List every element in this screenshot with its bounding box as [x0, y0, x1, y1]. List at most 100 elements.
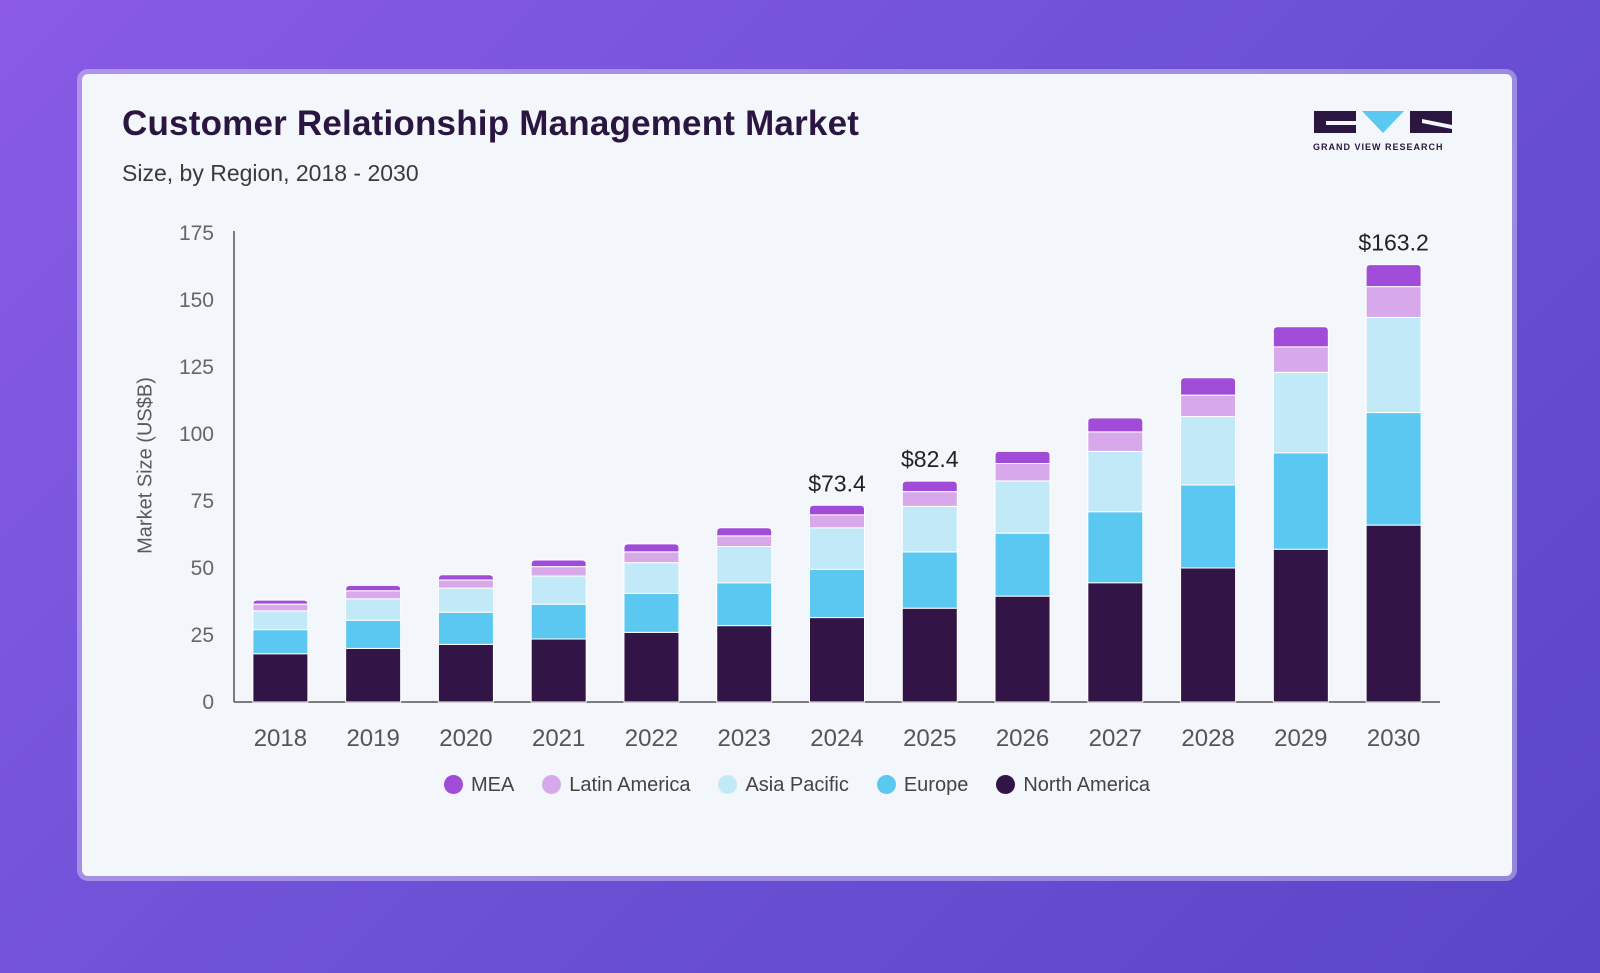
total-data-label: $82.4: [901, 446, 959, 472]
bar-segment-mea-2027: [1087, 417, 1144, 433]
x-tick-label: 2020: [439, 725, 492, 752]
bar-segment-europe-2019: [345, 619, 402, 649]
bar-segment-europe-2018: [252, 629, 309, 655]
bar-segment-asia-pacific-2024: [809, 527, 865, 570]
bar-segment-north-america-2025: [901, 607, 958, 703]
bar-segment-north-america-2024: [809, 617, 865, 703]
bar-segment-europe-2025: [901, 551, 958, 609]
bar-segment-asia-pacific-2022: [623, 562, 680, 594]
x-tick-label: 2024: [810, 725, 863, 752]
legend-swatch: [876, 775, 896, 794]
bar-segment-latin-america-2029: [1272, 346, 1329, 373]
bar-segment-latin-america-2023: [716, 535, 773, 548]
stacked-bar-chart: 0 25 50 75 100 125 150 175 2018 2019 2020 2021 2022 2…: [179, 222, 1440, 752]
bar-segment-mea-2025: [901, 480, 958, 493]
legend-item-latin-america: Latin America: [542, 774, 690, 797]
bar-segment-asia-pacific-2021: [530, 575, 587, 605]
x-tick-label: 2019: [346, 725, 399, 752]
legend-label: MEA: [470, 774, 515, 796]
x-tick-label: 2027: [1089, 725, 1142, 752]
x-tick-label: 2025: [903, 725, 956, 752]
y-tick-label: 175: [179, 222, 214, 245]
bar-segment-latin-america-2022: [623, 551, 680, 564]
bar-segment-mea-2026: [994, 450, 1051, 464]
bar-segment-asia-pacific-2025: [901, 505, 958, 553]
legend-item-mea: MEA: [443, 774, 515, 797]
legend-label: North America: [1023, 774, 1151, 796]
bar-segment-latin-america-2030: [1365, 286, 1422, 318]
x-tick-label: 2026: [996, 725, 1049, 752]
logo-text: GRAND VIEW RESEARCH: [1313, 142, 1444, 152]
x-tick-label: 2022: [625, 725, 678, 752]
bar-segment-latin-america-2020: [437, 579, 494, 589]
x-tick-label: 2023: [718, 725, 771, 752]
legend-item-north-america: North America: [996, 774, 1150, 797]
bar-segment-europe-2021: [530, 603, 587, 640]
bar-segment-north-america-2027: [1087, 582, 1144, 703]
legend-swatch: [443, 775, 463, 794]
bar-segment-mea-2024: [809, 504, 865, 516]
bar-segment-north-america-2021: [530, 638, 587, 703]
y-tick-label: 100: [179, 423, 214, 446]
legend-swatch: [996, 775, 1016, 794]
legend-swatch: [542, 775, 562, 794]
y-tick-label: 50: [191, 557, 214, 580]
x-tick-label: 2030: [1367, 725, 1420, 752]
legend-item-asia-pacific: Asia Pacific: [718, 774, 849, 797]
bar-segment-latin-america-2018: [252, 603, 309, 612]
bar-segment-mea-2030: [1365, 264, 1422, 288]
bar-segment-asia-pacific-2030: [1365, 316, 1422, 414]
x-tick-label: 2028: [1181, 725, 1234, 752]
bar-segment-mea-2018: [252, 599, 309, 605]
y-tick-label: 150: [179, 289, 214, 312]
legend-label: Asia Pacific: [745, 774, 849, 796]
bar-segment-europe-2029: [1272, 452, 1329, 550]
bar-segment-europe-2020: [437, 611, 494, 645]
y-tick-label: 0: [202, 691, 214, 714]
bar-segment-latin-america-2019: [345, 590, 402, 600]
bar-segment-asia-pacific-2019: [345, 598, 402, 621]
bar-segment-mea-2022: [623, 543, 680, 553]
bar-segment-latin-america-2024: [809, 514, 865, 529]
bar-segment-europe-2028: [1180, 484, 1237, 569]
x-tick-label: 2029: [1274, 725, 1327, 752]
bar-segment-mea-2023: [716, 527, 773, 537]
chart-card: Customer Relationship Management Market …: [82, 74, 1512, 876]
bar-segment-asia-pacific-2026: [994, 480, 1051, 534]
gvr-logo-icon: [1314, 111, 1452, 133]
total-data-label: $73.4: [808, 470, 866, 496]
bar-segment-north-america-2018: [252, 653, 309, 703]
y-tick-label: 125: [179, 356, 214, 379]
bar-segment-mea-2021: [530, 559, 587, 568]
bar-segment-europe-2030: [1365, 412, 1422, 526]
x-tick-label: 2021: [532, 725, 585, 752]
bar-segment-latin-america-2028: [1180, 394, 1237, 418]
chart-title: Customer Relationship Management Market: [122, 104, 860, 143]
bar-segment-asia-pacific-2028: [1180, 416, 1237, 486]
y-tick-label: 75: [191, 490, 214, 513]
bar-segment-mea-2028: [1180, 377, 1237, 396]
bar-segment-europe-2024: [809, 568, 865, 619]
bar-segment-north-america-2023: [716, 625, 773, 703]
legend-swatch: [718, 775, 738, 794]
bar-segment-north-america-2026: [994, 595, 1051, 703]
bar-segment-latin-america-2027: [1087, 431, 1144, 452]
bar-segment-asia-pacific-2027: [1087, 450, 1144, 513]
bar-segment-north-america-2022: [623, 631, 680, 703]
chart-legend: MEA Latin America Asia Pacific Europe North …: [82, 774, 1512, 797]
chart-subtitle: Size, by Region, 2018 - 2030: [122, 160, 419, 186]
bar-segment-north-america-2029: [1272, 548, 1329, 703]
legend-item-europe: Europe: [876, 774, 968, 797]
bar-segment-asia-pacific-2029: [1272, 371, 1329, 454]
bar-segment-europe-2027: [1087, 511, 1144, 584]
bar-segment-north-america-2020: [437, 643, 494, 703]
legend-label: Latin America: [569, 774, 691, 796]
bar-segment-mea-2020: [437, 574, 494, 581]
bar-segment-latin-america-2025: [901, 491, 958, 507]
y-tick-label: 25: [191, 624, 214, 647]
bar-segment-asia-pacific-2018: [252, 610, 309, 631]
bar-segment-north-america-2019: [345, 647, 402, 703]
x-tick-label: 2018: [254, 725, 307, 752]
bar-segment-europe-2022: [623, 592, 680, 633]
bar-segment-europe-2026: [994, 532, 1051, 597]
